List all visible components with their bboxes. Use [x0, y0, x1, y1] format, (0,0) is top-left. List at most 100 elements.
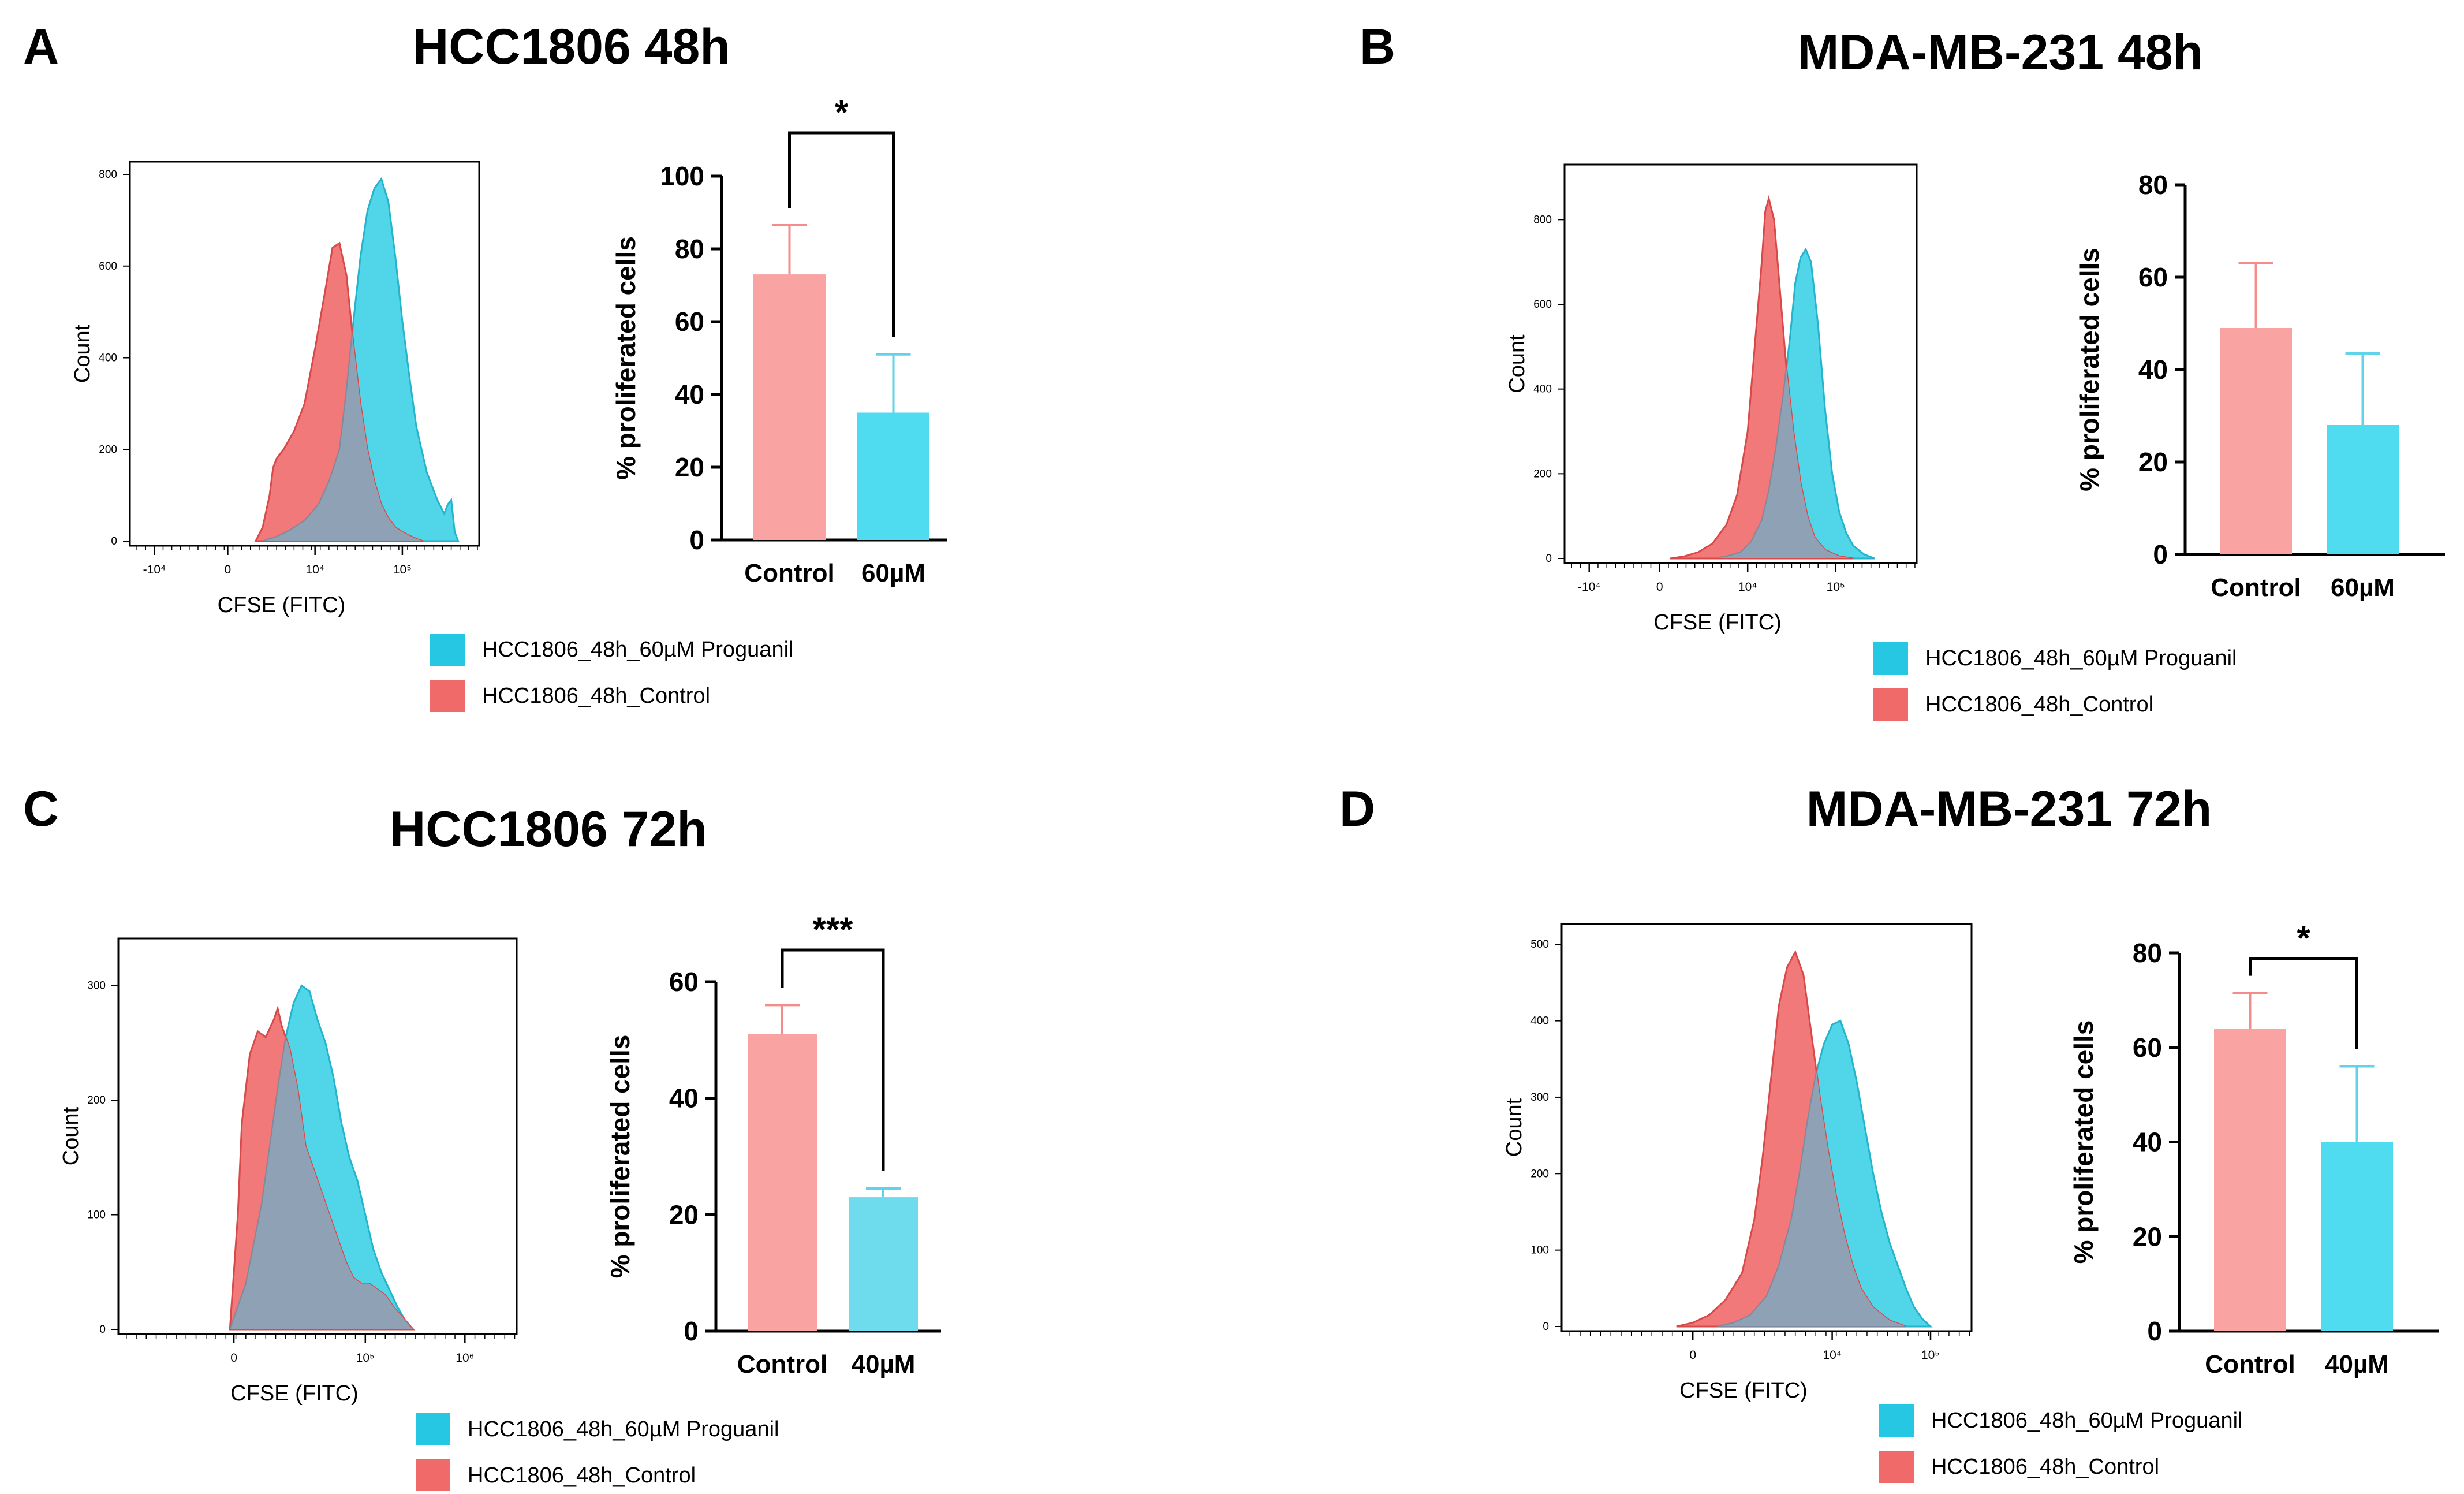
bar-y-tick-label: 40: [2133, 1127, 2162, 1157]
histogram-y-label: Count: [70, 324, 95, 383]
histogram-y-label: Count: [59, 1106, 83, 1165]
significance-stars: *: [2297, 919, 2310, 957]
bar-y-label: % proliferated cells: [611, 236, 641, 480]
bar: [857, 412, 929, 540]
histogram-x-label: CFSE (FITC): [1679, 1378, 1808, 1403]
legend-label: HCC1806_48h_60µM Proguanil: [1931, 1409, 2242, 1433]
legend-label: HCC1806_48h_60µM Proguanil: [1925, 646, 2237, 670]
panel-title: MDA-MB-231 72h: [1806, 781, 2212, 837]
legend-swatch: [416, 1413, 450, 1445]
x-tick-label: 0: [1689, 1348, 1696, 1362]
legend-label: HCC1806_48h_Control: [1925, 692, 2153, 717]
panel-letter: A: [23, 19, 59, 74]
legend-swatch: [416, 1459, 450, 1492]
histogram-legend: HCC1806_48h_60µM Proguanil HCC1806_48h_Co…: [1873, 642, 2237, 721]
panel-letter: B: [1360, 19, 1395, 74]
y-tick-label: 100: [1530, 1245, 1549, 1257]
x-tick-label: 0: [1656, 580, 1663, 594]
histogram-x-label: CFSE (FITC): [218, 593, 346, 617]
bar-y-label: % proliferated cells: [605, 1035, 635, 1279]
y-tick-label: 0: [1543, 1321, 1549, 1333]
y-tick-label: 400: [99, 352, 117, 364]
bar-category-label: Control: [737, 1350, 827, 1378]
x-tick-label: 10⁵: [393, 563, 412, 576]
panel-title: HCC1806 72h: [390, 802, 707, 857]
x-tick-label: 10⁵: [356, 1351, 375, 1365]
bar-y-tick-label: 80: [2138, 170, 2168, 200]
y-tick-label: 400: [1533, 383, 1552, 396]
x-tick-label: -10⁴: [143, 563, 166, 576]
y-tick-label: 500: [1530, 938, 1549, 951]
bar-category-label: 60µM: [2331, 573, 2395, 602]
legend-swatch: [1873, 688, 1908, 721]
y-tick-label: 200: [1533, 468, 1552, 480]
bar-y-tick-label: 20: [675, 452, 704, 482]
bar-y-tick-label: 40: [675, 379, 704, 409]
bar-y-label: % proliferated cells: [2074, 248, 2104, 491]
histogram-legend: HCC1806_48h_60µM Proguanil HCC1806_48h_Co…: [430, 634, 793, 712]
x-tick-label: 10⁵: [1921, 1348, 1940, 1362]
bar-y-tick-label: 0: [684, 1316, 699, 1346]
legend-swatch: [1873, 642, 1908, 675]
bar-y-tick-label: 20: [2133, 1221, 2162, 1251]
x-tick-label: 0: [230, 1351, 237, 1365]
legend-label: HCC1806_48h_60µM Proguanil: [468, 1417, 779, 1441]
y-tick-label: 800: [99, 169, 117, 181]
bar-category-label: 40µM: [2325, 1350, 2389, 1378]
barchart-d: 0 20 40 60 80 % proliferated cells Control 40µM…: [2069, 919, 2439, 1378]
bar: [753, 274, 826, 540]
histogram-legend: HCC1806_48h_60µM Proguanil HCC1806_48h_Co…: [1879, 1404, 2242, 1483]
histogram-x-label: CFSE (FITC): [1653, 610, 1782, 635]
bar-y-tick-label: 0: [2153, 539, 2168, 569]
histogram-y-label: Count: [1502, 1098, 1526, 1157]
panel-title: MDA-MB-231 48h: [1798, 25, 2203, 80]
bar-category-label: Control: [2205, 1350, 2295, 1378]
legend-label: HCC1806_48h_60µM Proguanil: [482, 638, 793, 662]
bar-y-tick-label: 0: [2147, 1316, 2162, 1346]
legend-label: HCC1806_48h_Control: [482, 684, 710, 708]
bar-y-tick-label: 20: [2138, 447, 2168, 477]
bar-y-tick-label: 60: [669, 967, 699, 997]
significance-bracket: ***: [781, 910, 885, 1171]
y-tick-label: 300: [87, 980, 106, 992]
legend-label: HCC1806_48h_Control: [1931, 1455, 2159, 1479]
bar-category-label: Control: [744, 559, 834, 587]
bar-y-tick-label: 60: [675, 307, 704, 337]
bar-category-label: Control: [2211, 573, 2301, 602]
significance-bracket: *: [788, 93, 895, 337]
y-tick-label: 0: [111, 535, 117, 547]
bar-y-tick-label: 80: [2133, 938, 2162, 968]
bar-y-label: % proliferated cells: [2069, 1020, 2099, 1264]
bar-y-tick-label: 40: [2138, 355, 2168, 385]
bar-y-tick-label: 60: [2133, 1033, 2162, 1063]
y-tick-label: 200: [1530, 1168, 1549, 1180]
legend-swatch: [430, 680, 465, 712]
y-tick-label: 0: [99, 1324, 106, 1336]
bar: [2214, 1029, 2286, 1331]
bar: [2327, 425, 2399, 554]
x-tick-label: 10⁴: [1738, 580, 1757, 594]
bar-y-tick-label: 20: [669, 1199, 699, 1230]
panel-letter: D: [1339, 781, 1375, 837]
bar-y-tick-label: 60: [2138, 262, 2168, 292]
bar: [748, 1034, 817, 1331]
y-tick-label: 100: [87, 1209, 106, 1221]
y-tick-label: 300: [1530, 1091, 1549, 1104]
bar: [2321, 1142, 2393, 1331]
y-tick-label: 200: [99, 444, 117, 456]
significance-stars: *: [835, 93, 849, 132]
panel-letter: C: [23, 781, 59, 837]
y-tick-label: 600: [99, 260, 117, 273]
bar-category-label: 60µM: [861, 559, 925, 587]
y-tick-label: 600: [1533, 299, 1552, 311]
bar-y-tick-label: 0: [689, 525, 704, 555]
histogram-legend: HCC1806_48h_60µM Proguanil HCC1806_48h_Co…: [416, 1413, 779, 1492]
significance-bracket: *: [2249, 919, 2358, 1049]
bracket-line: [781, 948, 885, 1171]
